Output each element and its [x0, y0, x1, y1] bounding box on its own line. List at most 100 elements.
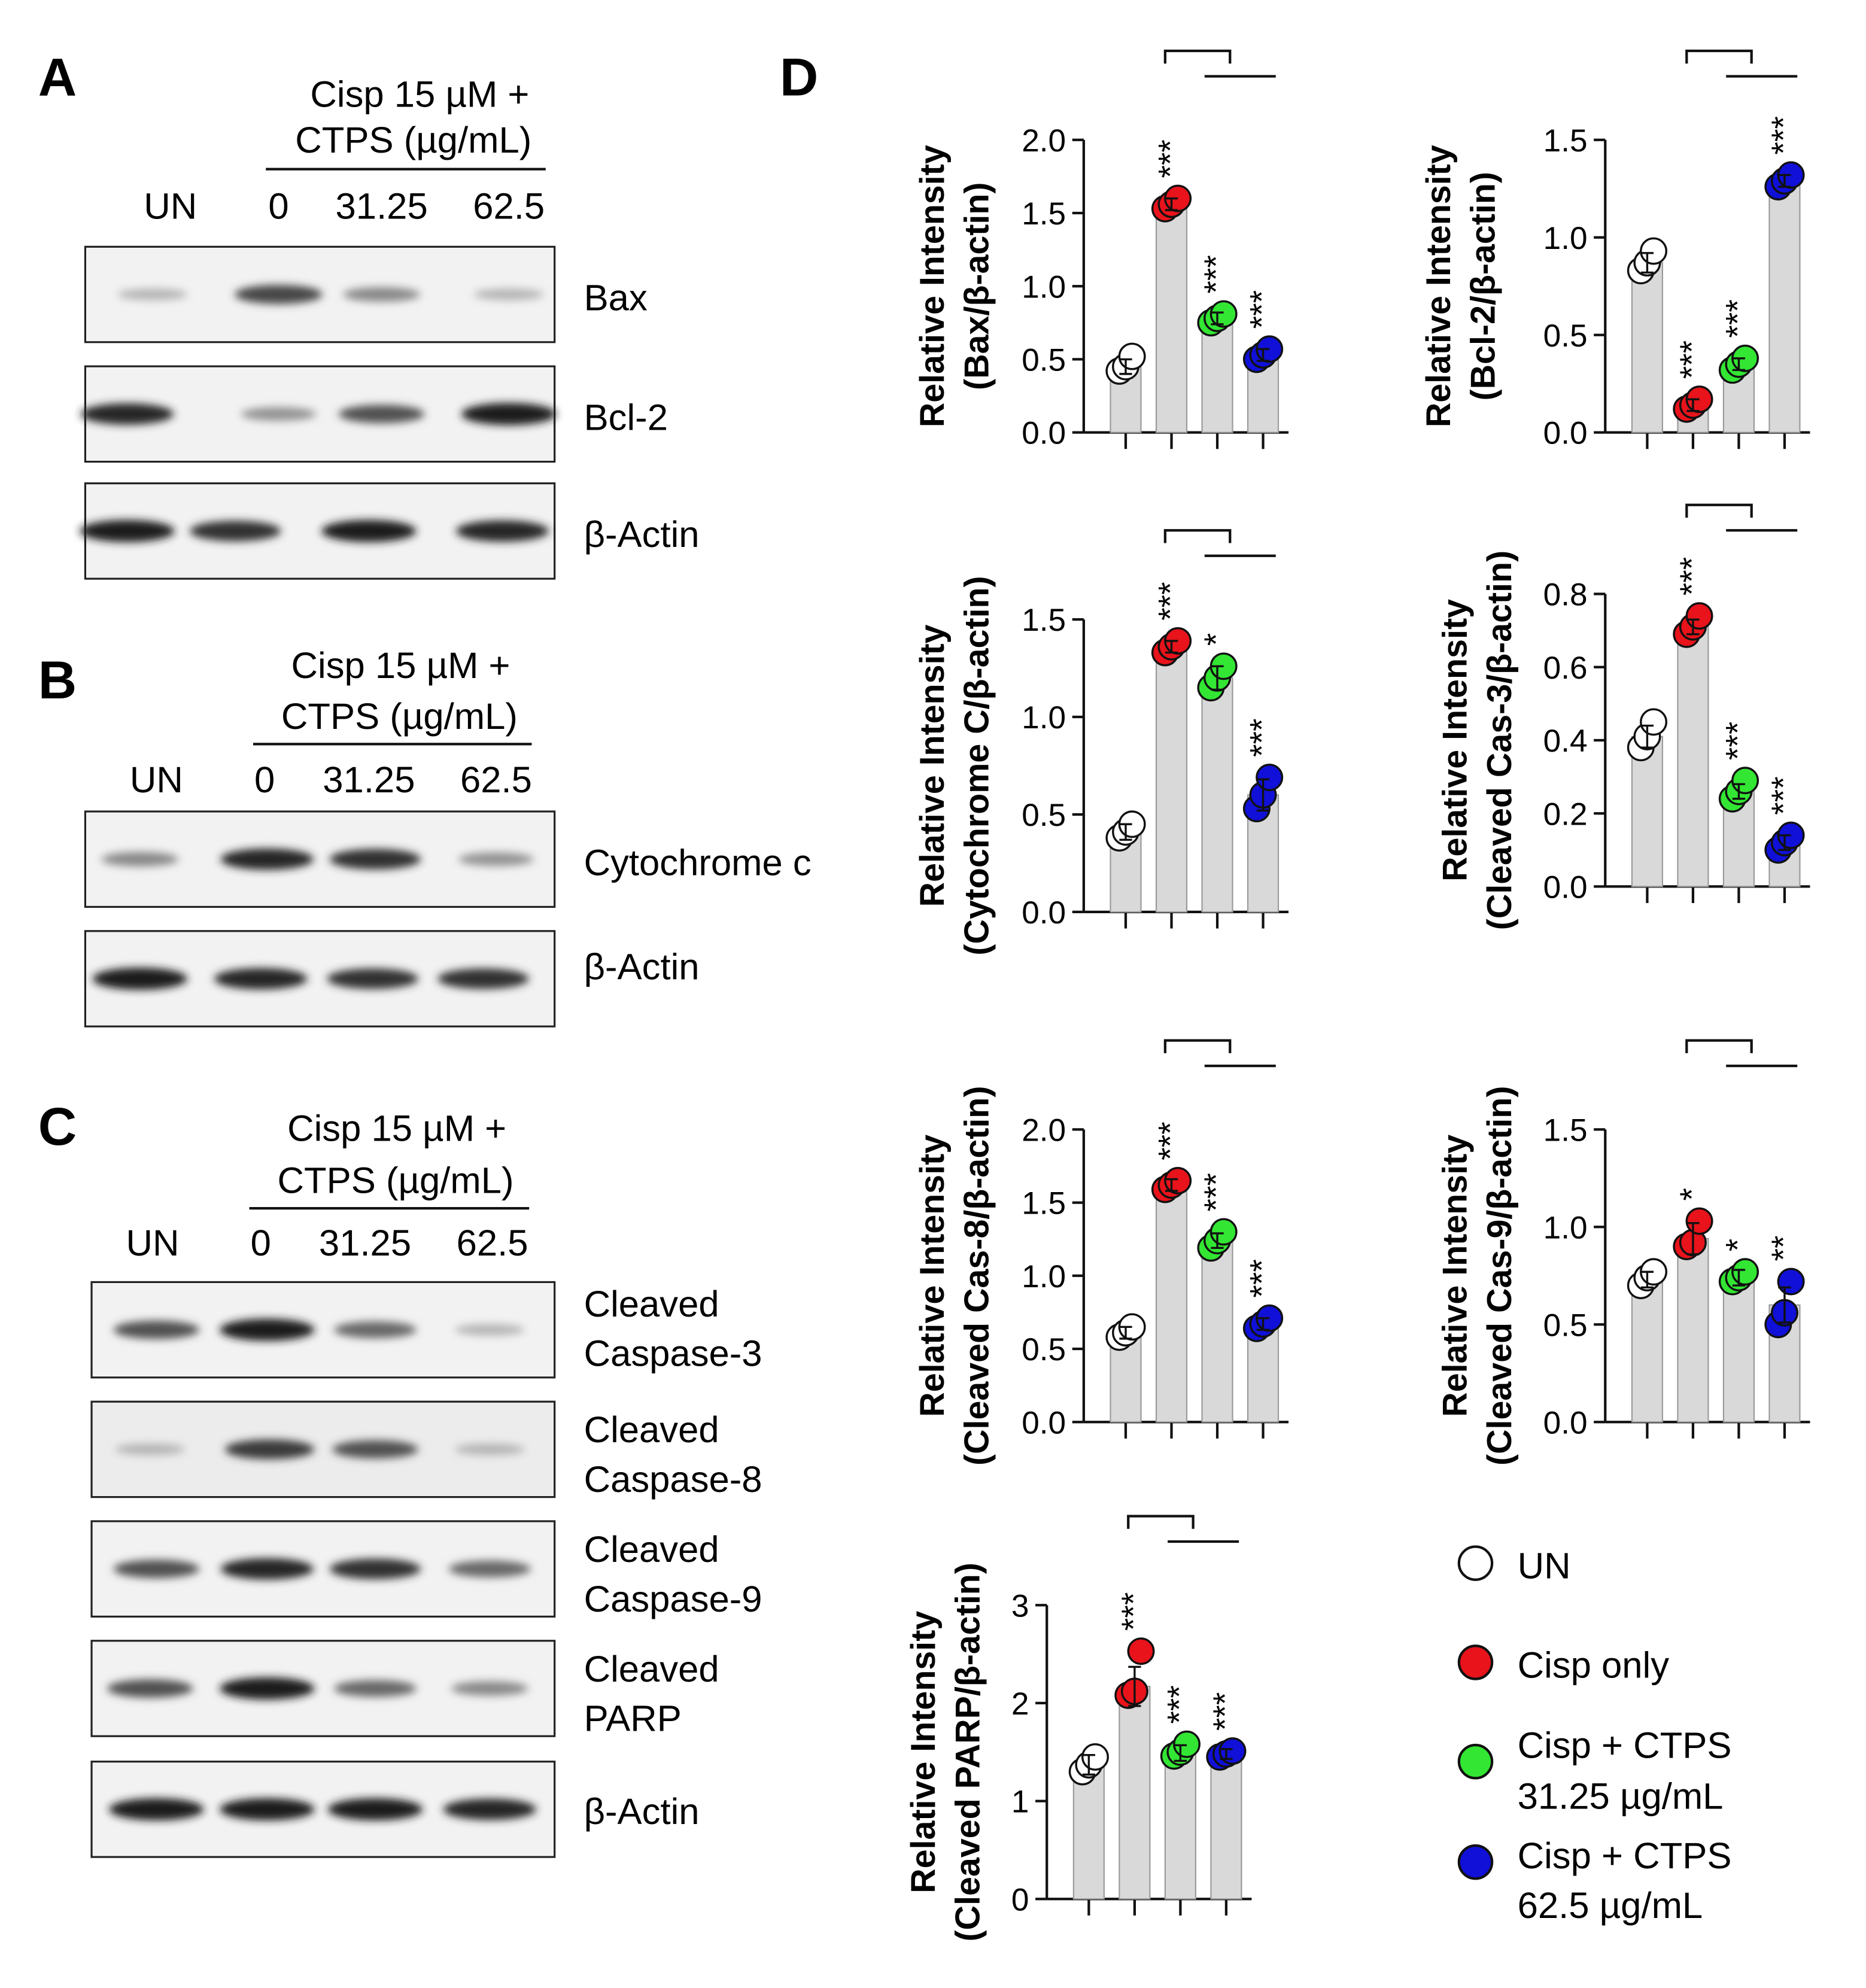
significance-label: *** [1765, 776, 1802, 815]
significance-label: *** [1115, 1592, 1152, 1631]
panel-label-a: A [38, 47, 77, 107]
y-axis-label: Relative Intensity [913, 1135, 952, 1417]
chart-cytochrome-c: 0.0 0.5 1.0 1.5 Relative Intensity (Cytochrom… [913, 529, 1289, 956]
blot-band [327, 1798, 423, 1820]
y-tick-label: 0.5 [1022, 343, 1066, 378]
y-tick-label: 0.0 [1022, 416, 1066, 451]
band-label-cas9-line2: Caspase-9 [584, 1579, 762, 1620]
blot-band [448, 1560, 531, 1577]
blot-band [334, 1321, 417, 1339]
y-tick-label: 0.6 [1543, 650, 1588, 686]
blot-band [473, 288, 544, 300]
panel-label-d: D [780, 47, 818, 107]
significance-label: *** [1244, 1259, 1281, 1298]
legend-label-ctps-31-line2: 31.25 µg/mL [1518, 1776, 1724, 1817]
blot-band [461, 403, 557, 425]
blot-cytochrome-c [84, 810, 556, 908]
blot-panel-c: C Cisp 15 µM + CTPS (µg/mL) UN 0 31.25 6… [38, 1096, 762, 1858]
blot-band [220, 1558, 314, 1580]
blot-band [80, 519, 175, 542]
data-point [1640, 708, 1667, 736]
blot-band [220, 848, 314, 870]
comparison-bracket [1685, 503, 1753, 518]
y-tick-label: 0.0 [1022, 1405, 1066, 1440]
blot-band [220, 1677, 315, 1700]
y-axis-label-sub: (Cleaved PARP/β-actin) [949, 1563, 987, 1941]
bar [1677, 626, 1709, 887]
y-axis-label-sub: (Cleaved Cas-3/β-actin) [1481, 551, 1519, 930]
y-axis-label: Relative Intensity [1436, 1135, 1475, 1417]
comparison-bracket [1685, 1039, 1753, 1053]
bar [1072, 1764, 1105, 1900]
y-tick-label: 0.5 [1543, 318, 1588, 354]
significance-label: *** [1673, 557, 1710, 596]
chart-cleaved-cas9: 0.0 0.5 1.0 1.5 Relative Intensity (Cleaved C… [1436, 1039, 1810, 1466]
significance-label: *** [1244, 719, 1281, 758]
y-axis-label-sub: (Bax/β-actin) [958, 182, 996, 390]
blot-cleaved-caspase-9 [90, 1520, 556, 1618]
bar [1155, 203, 1188, 433]
y-tick-label: 0.0 [1022, 895, 1066, 931]
blot-panel-b: B Cisp 15 µM + CTPS (µg/mL) UN 0 31.25 6… [38, 645, 812, 1028]
legend-label-cisp-only: Cisp only [1518, 1644, 1670, 1686]
y-tick-label: 3 [1011, 1588, 1029, 1624]
significance-label: * [1719, 1239, 1756, 1252]
y-tick-label: 0.5 [1543, 1308, 1588, 1343]
y-tick-label: 0.0 [1543, 870, 1588, 905]
bar [1631, 262, 1663, 433]
bar [1201, 317, 1233, 433]
bar [1201, 677, 1233, 913]
blot-band [332, 1440, 418, 1459]
lane-label-31-a: 31.25 [336, 186, 428, 227]
y-axis-label-sub: (Cleaved Cas-9/β-actin) [1481, 1086, 1519, 1466]
blot-band [224, 1439, 315, 1460]
bar [1164, 1752, 1196, 1900]
data-point [1209, 1218, 1238, 1246]
legend-marker-ctps-62 [1457, 1844, 1494, 1880]
blot-cleaved-parp [90, 1640, 556, 1737]
significance-label: * [1673, 1188, 1710, 1201]
y-axis-label: Relative Intensity [913, 624, 952, 907]
blot-band [109, 1798, 204, 1820]
blot-band [92, 968, 188, 990]
blot-cleaved-caspase-8 [90, 1400, 556, 1498]
legend: UN Cisp only Cisp + CTPS 31.25 µg/mL Cis… [1457, 1545, 1731, 1926]
significance-label: *** [1198, 255, 1235, 294]
blot-band [454, 1443, 525, 1455]
data-point [1118, 342, 1146, 370]
y-tick-label: 1.0 [1022, 1259, 1066, 1294]
band-label-actin-a: β-Actin [584, 514, 700, 555]
comparison-bracket [1163, 529, 1232, 543]
y-tick-label: 1.5 [1022, 603, 1066, 638]
panel-label-c: C [38, 1096, 77, 1156]
chart-bax: 0.0 0.5 1.0 1.5 2.0 Relative Intensity (Bax/β-… [913, 49, 1289, 451]
significance-label: *** [1673, 341, 1710, 379]
treatment-header-b-line1: Cisp 15 µM + [291, 645, 510, 686]
data-point [1164, 1166, 1192, 1194]
data-point [1209, 300, 1238, 328]
y-tick-label: 0.5 [1022, 1332, 1066, 1367]
blot-band [437, 968, 529, 989]
band-label-cytochrome-c: Cytochrome c [584, 842, 812, 883]
band-label-parp-line2: PARP [584, 1698, 682, 1740]
blot-band [115, 1443, 186, 1455]
data-point [1127, 1637, 1155, 1665]
y-tick-label: 0.2 [1543, 797, 1588, 832]
blot-band [107, 1679, 193, 1698]
bar [1155, 1184, 1188, 1423]
chart-cleaved-parp: 0 1 2 3 Relative Intensity (Cleaved PARP/β-ac… [904, 1515, 1252, 1941]
legend-marker-ctps-31 [1457, 1743, 1494, 1780]
y-axis-label-sub: (Bcl-2/β-actin) [1464, 172, 1502, 400]
band-label-bax: Bax [584, 278, 648, 319]
significance-label: *** [1719, 722, 1756, 761]
band-label-bcl2: Bcl-2 [584, 397, 668, 438]
legend-marker-cisp-only [1457, 1644, 1494, 1680]
significance-label: *** [1152, 139, 1189, 178]
y-tick-label: 1 [1011, 1785, 1029, 1820]
y-tick-label: 0.8 [1543, 577, 1588, 613]
blot-actin-a [80, 482, 556, 580]
y-tick-label: 0 [1011, 1882, 1029, 1917]
lane-label-un-a: UN [144, 186, 197, 227]
band-label-cas3-line1: Cleaved [584, 1284, 719, 1325]
lane-label-31-c: 31.25 [319, 1223, 411, 1264]
